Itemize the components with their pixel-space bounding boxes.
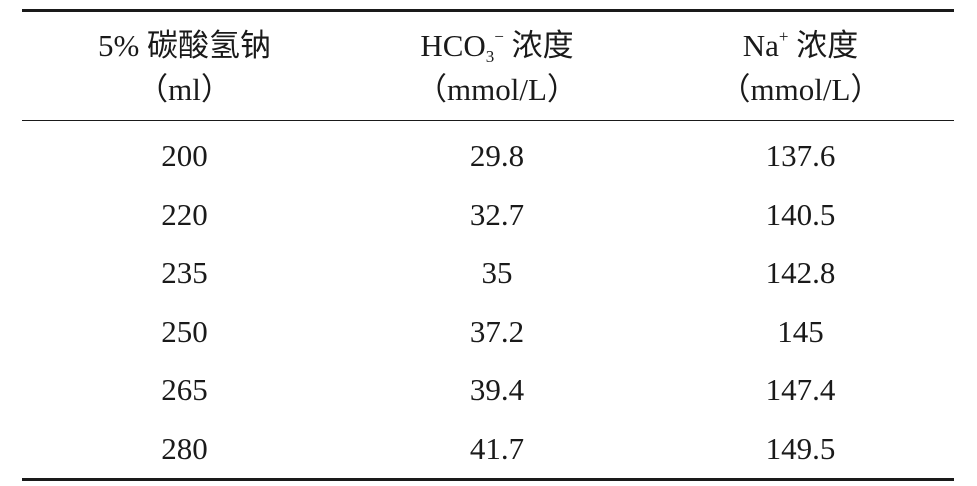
table-row: 235 35 142.8 [22, 244, 954, 303]
cell-sodium: 147.4 [765, 372, 836, 408]
cell-sodium: 149.5 [765, 430, 836, 466]
cell-volume: 220 [161, 196, 208, 232]
header-unit: （ml） [137, 72, 232, 107]
header-label: 5% 碳酸氢钠 [97, 28, 272, 63]
table-row: 250 37.2 145 [22, 303, 954, 362]
header-sodium-bicarbonate-volume: 5% 碳酸氢钠 （ml） [22, 11, 347, 121]
header-row: 5% 碳酸氢钠 （ml） HCO3− 浓度 （mmol/L） Na+ 浓度 （m… [22, 10, 954, 121]
header-unit: （mmol/L） [719, 72, 882, 107]
cell-bicarbonate: 32.7 [469, 196, 525, 232]
table-body: 200 29.8 137.6 220 32.7 140.5 235 35 142… [22, 121, 954, 480]
cell-volume: 235 [161, 255, 208, 291]
cell-bicarbonate: 37.2 [469, 313, 525, 349]
cell-sodium: 142.8 [765, 255, 836, 291]
table-row: 200 29.8 137.6 [22, 121, 954, 186]
table-header: 5% 碳酸氢钠 （ml） HCO3− 浓度 （mmol/L） Na+ 浓度 （m… [22, 10, 954, 121]
cell-sodium: 140.5 [765, 196, 836, 232]
cell-volume: 265 [161, 372, 208, 408]
table-row: 265 39.4 147.4 [22, 361, 954, 420]
header-sodium-concentration: Na+ 浓度 （mmol/L） [647, 11, 954, 121]
header-label: HCO3− 浓度 [420, 27, 574, 66]
header-label: Na+ 浓度 [742, 27, 859, 63]
table-row: 280 41.7 149.5 [22, 420, 954, 480]
cell-bicarbonate: 39.4 [469, 372, 525, 408]
data-table: 5% 碳酸氢钠 （ml） HCO3− 浓度 （mmol/L） Na+ 浓度 （m… [22, 9, 954, 481]
cell-sodium: 145 [777, 313, 824, 349]
cell-volume: 280 [161, 430, 208, 466]
cell-volume: 250 [161, 313, 208, 349]
header-unit: （mmol/L） [416, 72, 578, 107]
cell-bicarbonate: 29.8 [469, 138, 525, 174]
cell-bicarbonate: 41.7 [469, 430, 525, 466]
table-row: 220 32.7 140.5 [22, 186, 954, 245]
header-bicarbonate-concentration: HCO3− 浓度 （mmol/L） [347, 11, 647, 121]
cell-volume: 200 [161, 138, 208, 174]
cell-bicarbonate: 35 [481, 255, 513, 291]
cell-sodium: 137.6 [765, 138, 836, 174]
data-table-container: 5% 碳酸氢钠 （ml） HCO3− 浓度 （mmol/L） Na+ 浓度 （m… [22, 9, 954, 481]
